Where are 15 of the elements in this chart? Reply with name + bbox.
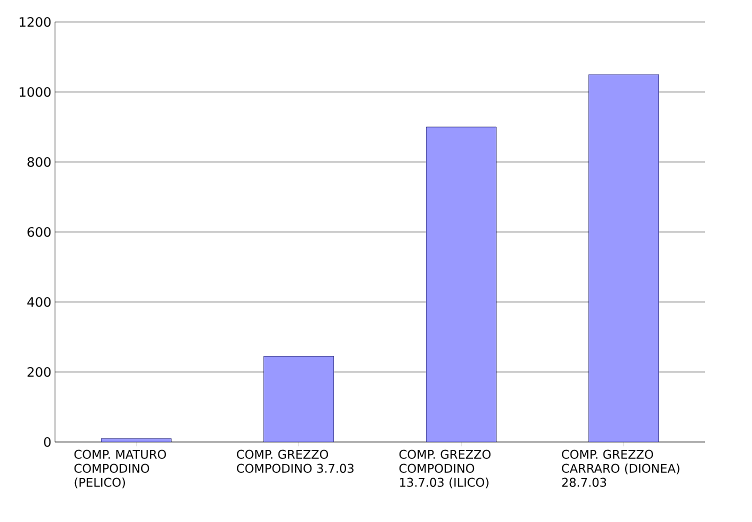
bar <box>264 356 334 442</box>
y-tick-label: 600 <box>28 227 51 237</box>
y-tick-label: 800 <box>28 157 51 167</box>
y-tick-label: 400 <box>27 297 51 307</box>
y-tick-label: 1200 <box>20 17 51 27</box>
y-tick-label: 1000 <box>20 87 51 97</box>
bar <box>588 74 659 442</box>
y-tick-label: 0 <box>44 437 51 447</box>
y-tick-label: 200 <box>28 367 51 377</box>
x-tick-label: COMP. GREZZO COMPODINO 13.7.03 (ILICO) <box>399 450 491 488</box>
x-tick-label: COMP. MATURO COMPODINO (PELICO) <box>74 450 166 488</box>
x-tick-label: COMP. GREZZO COMPODINO 3.7.03 <box>236 450 354 473</box>
bar <box>101 438 172 442</box>
bar <box>426 126 496 442</box>
x-tick-label: COMP. GREZZO CARRARO (DIONEA) 28.7.03 <box>562 450 680 487</box>
